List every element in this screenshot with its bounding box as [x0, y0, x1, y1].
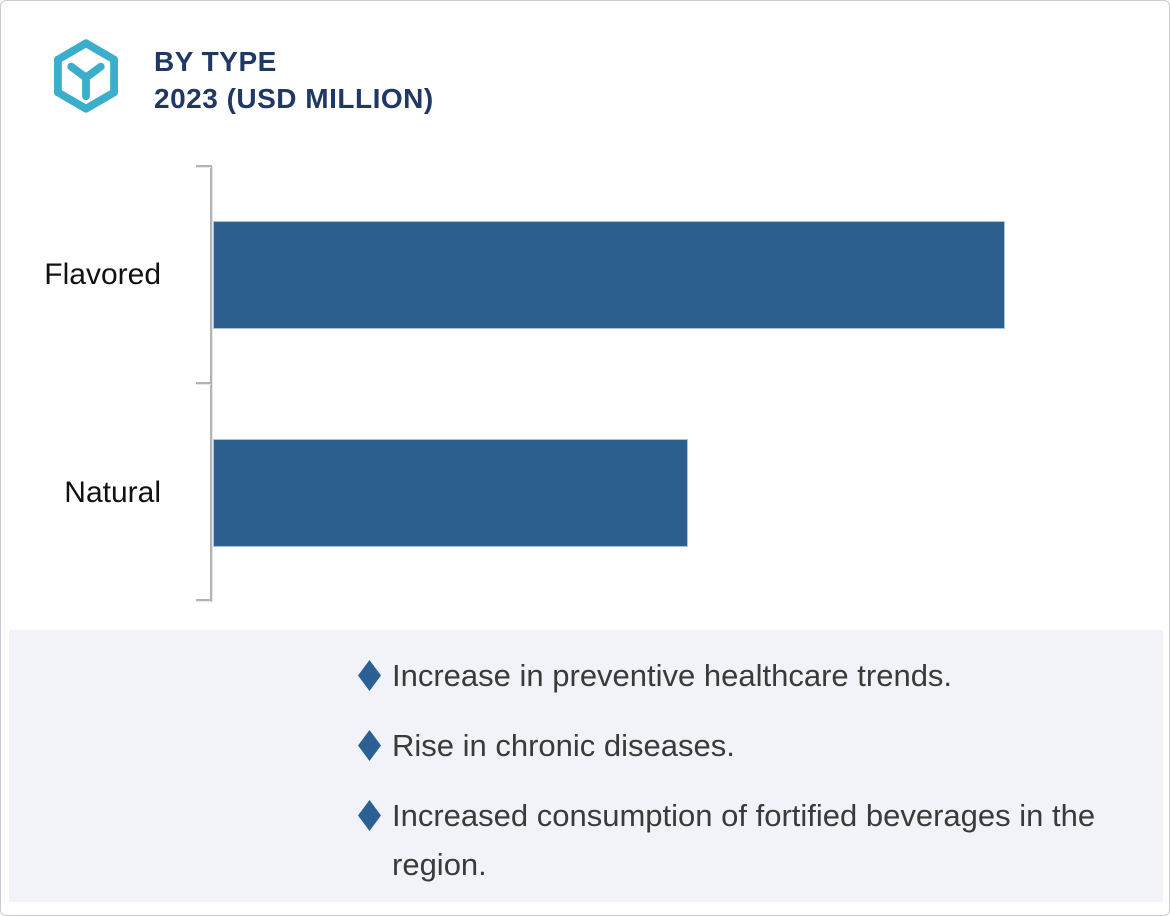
- diamond-bullet-icon: [358, 800, 381, 831]
- bullet-text: Rise in chronic diseases.: [392, 728, 735, 763]
- y-axis-line: [210, 165, 213, 602]
- axis-tick-middle: [196, 382, 211, 385]
- chart-title-line1: BY TYPE: [154, 46, 277, 77]
- bar-natural: [213, 438, 689, 548]
- chart-title-line2: 2023 (USD MILLION): [154, 83, 434, 114]
- bullet-item: Increased consumption of fortified bever…: [358, 791, 1130, 889]
- bar-flavored: [213, 220, 1005, 330]
- chart-title: BY TYPE 2023 (USD MILLION): [154, 43, 434, 117]
- diamond-bullet-icon: [358, 660, 381, 691]
- bullet-text: Increased consumption of fortified bever…: [392, 798, 1096, 882]
- axis-tick-top: [196, 165, 211, 168]
- hexagon-cube-icon: [54, 39, 118, 113]
- axis-tick-bottom: [196, 599, 211, 602]
- bullet-text: Increase in preventive healthcare trends…: [392, 658, 953, 693]
- bullet-item: Rise in chronic diseases.: [358, 721, 1130, 770]
- bullet-item: Increase in preventive healthcare trends…: [358, 651, 1130, 700]
- diamond-bullet-icon: [358, 730, 381, 761]
- category-label-flavored: Flavored: [44, 258, 161, 291]
- factors-panel: FACTORS DRIVING GROWTH IN NORTH AMERICA …: [9, 630, 1163, 902]
- category-label-natural: Natural: [64, 476, 161, 509]
